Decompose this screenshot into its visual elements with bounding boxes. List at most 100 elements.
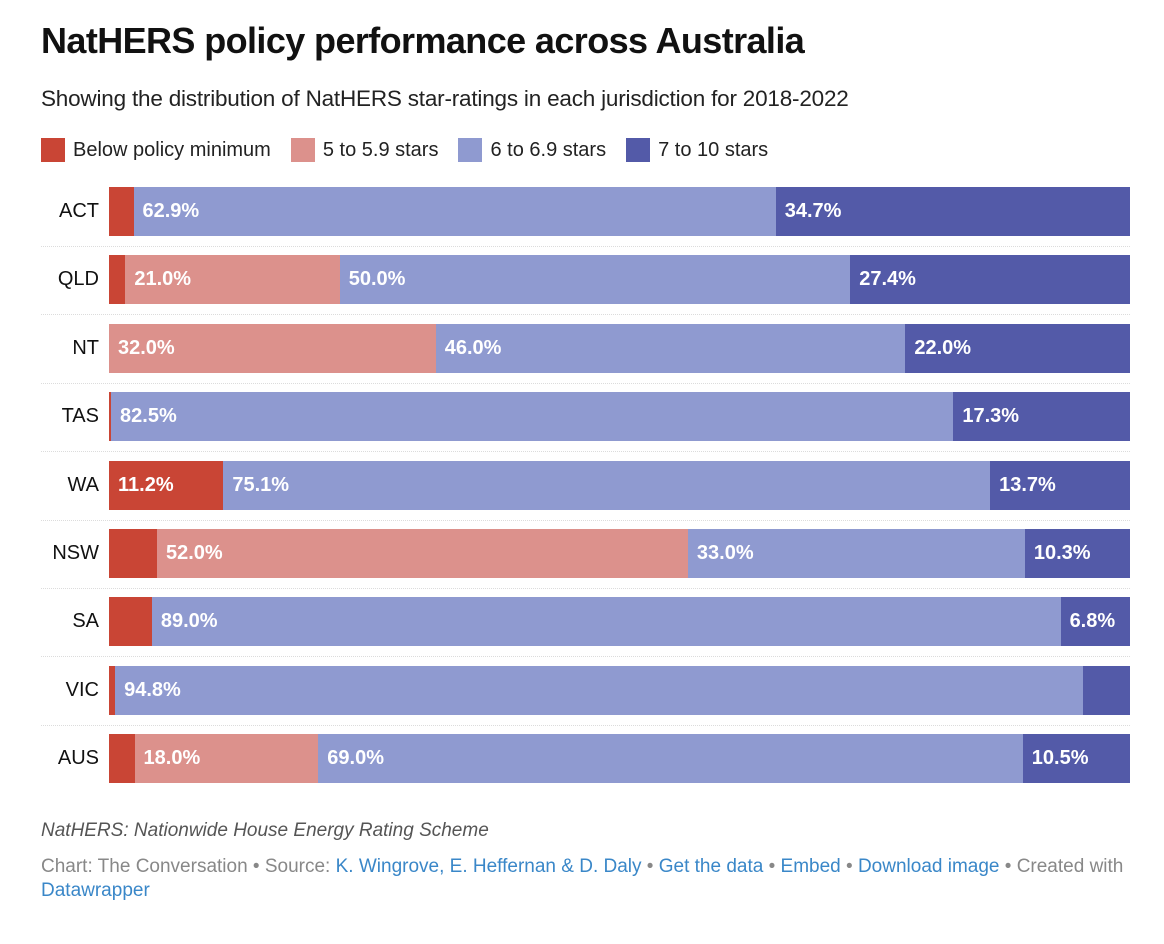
data-label: 89.0%	[160, 610, 218, 632]
bar-segment	[109, 187, 134, 236]
bar-segment	[775, 187, 1130, 236]
bar-segment	[109, 734, 135, 783]
row-separator	[41, 314, 1130, 315]
bar-segment	[953, 392, 1130, 441]
legend-item: 5 to 5.9 stars	[290, 138, 439, 162]
data-label: 27.4%	[859, 268, 916, 290]
data-label: 62.9%	[142, 200, 200, 222]
bar-row-wa: 11.2% 75.1% 13.7%	[109, 461, 1130, 510]
category-label: NSW	[52, 542, 99, 564]
bar-segment	[1022, 734, 1130, 783]
stacked-bar-chart: ACT 62.9% 34.7% QLD 21.0% 50.0% 27.4% NT 32.0% 46…	[41, 187, 1130, 783]
bar-row-aus: 18.0% 69.0% 10.5%	[109, 734, 1130, 783]
bar-row-qld: 21.0% 50.0% 27.4%	[109, 255, 1130, 304]
category-label: NT	[72, 337, 99, 359]
legend-swatch	[626, 138, 651, 162]
chart-subtitle: Showing the distribution of NatHERS star…	[41, 86, 849, 111]
bar-row-tas: 82.5% 17.3%	[109, 392, 1130, 441]
data-label: 6.8%	[1069, 610, 1116, 632]
data-label: 34.7%	[784, 200, 842, 222]
legend-item: Below policy minimum	[41, 138, 271, 162]
data-label: 22.0%	[914, 337, 972, 359]
data-label: 50.0%	[348, 268, 406, 290]
data-label: 32.0%	[118, 337, 175, 359]
legend-swatch	[41, 138, 65, 162]
legend-swatch	[290, 138, 315, 162]
bar-segment	[109, 255, 126, 304]
bar-segment	[134, 734, 319, 783]
data-label: 82.5%	[120, 405, 177, 427]
bar-segment	[1060, 597, 1130, 646]
bar-segment	[133, 187, 776, 236]
bar-segment	[905, 324, 1130, 373]
source-link[interactable]: K. Wingrove, E. Heffernan & D. Daly	[335, 856, 642, 877]
bar-segment	[111, 392, 954, 441]
category-label: QLD	[57, 268, 99, 290]
bar-row-act: 62.9% 34.7%	[109, 187, 1130, 236]
separator: •	[763, 856, 781, 877]
row-separator	[41, 520, 1130, 521]
data-label: 10.3%	[1033, 542, 1091, 564]
chart-credit: Chart: The Conversation • Source:	[41, 856, 336, 877]
bar-row-nt: 32.0% 46.0% 22.0%	[109, 324, 1130, 373]
bar-segment	[109, 461, 224, 510]
data-label: 13.7%	[999, 474, 1056, 496]
footer-credits: Chart: The Conversation • Source: K. Win…	[41, 855, 1131, 903]
datawrapper-link[interactable]: Datawrapper	[41, 880, 150, 901]
category-label: AUS	[57, 747, 99, 769]
bar-segment	[109, 392, 112, 441]
row-separator	[41, 246, 1130, 247]
separator: •	[840, 856, 858, 877]
bar-segment	[151, 597, 1061, 646]
separator: •	[641, 856, 659, 877]
row-separator	[41, 588, 1130, 589]
bar-segment	[318, 734, 1023, 783]
data-label: 46.0%	[444, 337, 502, 359]
bar-segment	[435, 324, 906, 373]
legend-item: 6 to 6.9 stars	[458, 138, 606, 162]
bar-segment	[1024, 529, 1130, 578]
embed-link[interactable]: Embed	[780, 856, 841, 877]
category-label: VIC	[65, 679, 99, 701]
legend-label: 5 to 5.9 stars	[322, 138, 439, 161]
bar-segment	[109, 597, 152, 646]
row-separator	[41, 451, 1130, 452]
data-label: 17.3%	[962, 405, 1020, 427]
bar-segment	[339, 255, 851, 304]
get-data-link[interactable]: Get the data	[658, 856, 764, 877]
data-label: 75.1%	[232, 474, 290, 496]
row-separator	[41, 383, 1130, 384]
row-separator	[41, 656, 1130, 657]
data-label: 52.0%	[165, 542, 223, 564]
bar-row-nsw: 52.0% 33.0% 10.3%	[109, 529, 1130, 578]
bar-segment	[850, 255, 1130, 304]
data-label: 21.0%	[134, 268, 192, 290]
legend-item: 7 to 10 stars	[626, 138, 768, 162]
bar-segment	[223, 461, 991, 510]
bar-row-sa: 89.0% 6.8%	[109, 597, 1130, 646]
download-image-link[interactable]: Download image	[857, 856, 1000, 877]
bar-segment	[156, 529, 688, 578]
bar-segment	[109, 324, 436, 373]
bar-segment	[990, 461, 1130, 510]
bar-segment	[109, 529, 157, 578]
legend-label: 6 to 6.9 stars	[490, 138, 607, 161]
bar-segment	[1083, 666, 1130, 715]
data-label: 10.5%	[1031, 747, 1089, 769]
legend: Below policy minimum 5 to 5.9 stars 6 to 6…	[41, 138, 788, 162]
data-label: 11.2%	[118, 474, 174, 496]
created-with: • Created with	[999, 856, 1124, 877]
category-label: ACT	[59, 200, 99, 222]
bar-segment	[115, 666, 1084, 715]
bar-segment	[125, 255, 340, 304]
bar-segment	[109, 666, 116, 715]
row-separator	[41, 725, 1130, 726]
category-label: WA	[67, 474, 99, 496]
data-label: 94.8%	[124, 679, 181, 701]
legend-label: 7 to 10 stars	[658, 138, 769, 161]
data-label: 33.0%	[696, 542, 754, 564]
bar-row-vic: 94.8%	[109, 666, 1130, 715]
data-label: 18.0%	[143, 747, 201, 769]
bar-segment	[687, 529, 1025, 578]
footer-note: NatHERS: Nationwide House Energy Rating …	[41, 820, 489, 841]
